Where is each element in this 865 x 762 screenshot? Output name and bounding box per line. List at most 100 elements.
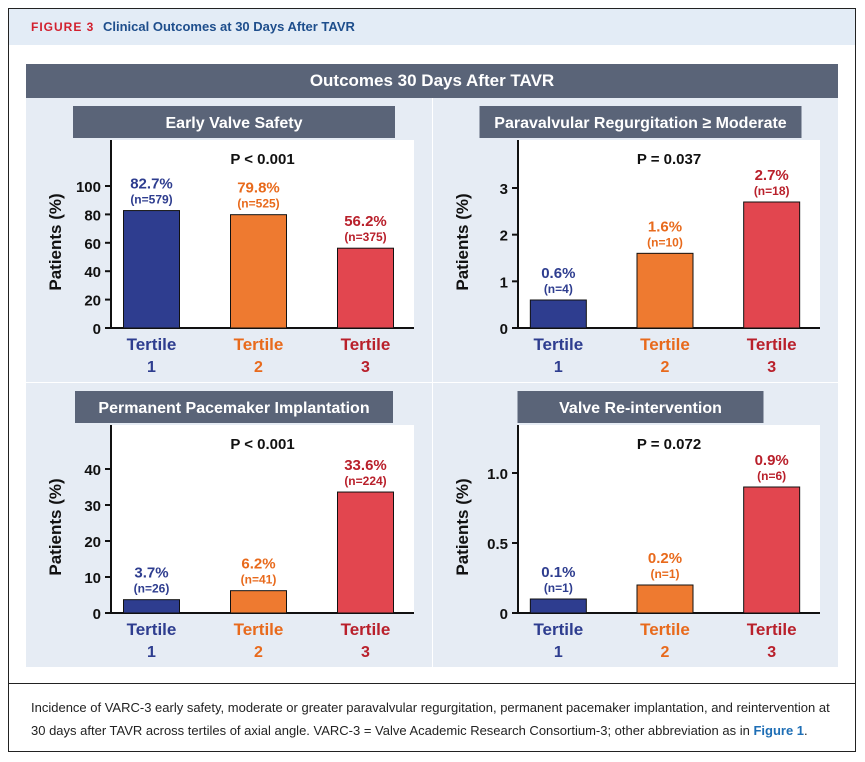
n-label: (n=224) — [344, 474, 386, 488]
n-label: (n=1) — [544, 581, 573, 595]
panel-title-bar — [479, 106, 802, 138]
n-label: (n=41) — [241, 573, 277, 587]
value-label: 3.7% — [134, 565, 168, 582]
y-tick-label: 100 — [76, 179, 101, 196]
panel-title: Permanent Pacemaker Implantation — [98, 400, 369, 417]
bar-tertile-1 — [529, 299, 587, 329]
chart-svg: Paravalvular Regurgitation ≥ Moderate 0 1 2… — [433, 98, 838, 382]
n-label: (n=26) — [134, 582, 170, 596]
p-value: P < 0.001 — [230, 151, 294, 168]
y-tick-label: 0 — [500, 606, 508, 623]
panel-title: Paravalvular Regurgitation ≥ Moderate — [494, 115, 787, 132]
main-title: Outcomes 30 Days After TAVR — [26, 64, 838, 98]
y-tick-label: 3 — [500, 181, 508, 198]
bar-tertile-2 — [636, 584, 694, 614]
y-axis-label: Patients (%) — [453, 478, 472, 575]
caption-figure-link[interactable]: Figure 1 — [753, 723, 805, 738]
y-tick-label: 0 — [93, 606, 101, 623]
value-label: 79.8% — [237, 180, 280, 197]
y-tick-label: 0 — [93, 321, 101, 338]
category-label: Tertile — [640, 620, 690, 639]
bar-tertile-1 — [123, 210, 180, 329]
category-label: Tertile — [127, 335, 177, 354]
value-label: 56.2% — [344, 213, 387, 230]
y-tick-label: 80 — [84, 207, 101, 224]
chart-svg: Permanent Pacemaker Implantation 0 10 20 30 4… — [26, 383, 432, 667]
panel-title: Valve Re-intervention — [559, 400, 722, 417]
panel-title: Early Valve Safety — [166, 115, 303, 132]
p-value: P = 0.072 — [637, 436, 701, 453]
value-label: 6.2% — [241, 556, 275, 573]
n-label: (n=18) — [754, 184, 790, 198]
chart-paravalvular-regurgitation: Paravalvular Regurgitation ≥ Moderate 0 1 2… — [433, 98, 838, 382]
y-tick-label: 10 — [84, 570, 101, 587]
y-tick-label: 20 — [84, 534, 101, 551]
y-axis-label: Patients (%) — [453, 193, 472, 290]
chart-svg: Valve Re-intervention 0 0.5 1.0 Patients (%)… — [433, 383, 838, 667]
figure-caption: Incidence of VARC-3 early safety, modera… — [9, 683, 855, 753]
bar-tertile-2 — [636, 252, 694, 329]
bar-tertile-2 — [230, 590, 287, 614]
figure-label: FIGURE 3 — [31, 20, 95, 34]
chart-early-valve-safety: Early Valve Safety 0 20 40 60 80 100 Patients (… — [26, 98, 432, 382]
category-number: 3 — [361, 644, 370, 661]
category-label: Tertile — [234, 620, 284, 639]
panel-title-bar — [517, 391, 764, 423]
value-label: 0.1% — [541, 564, 575, 581]
n-label: (n=1) — [650, 567, 679, 581]
category-number: 3 — [767, 359, 776, 376]
category-number: 3 — [361, 359, 370, 376]
n-label: (n=375) — [344, 230, 386, 244]
y-axis-label: Patients (%) — [46, 193, 65, 290]
chart-valve-reintervention: Valve Re-intervention 0 0.5 1.0 Patients (%)… — [433, 383, 838, 667]
category-label: Tertile — [127, 620, 177, 639]
y-tick-label: 40 — [84, 462, 101, 479]
bar-tertile-3 — [743, 201, 801, 329]
value-label: 2.7% — [755, 167, 789, 184]
y-tick-label: 60 — [84, 236, 101, 253]
value-label: 0.6% — [541, 265, 575, 282]
figure-header: FIGURE 3 Clinical Outcomes at 30 Days Af… — [9, 9, 855, 45]
category-number: 1 — [147, 359, 156, 376]
category-label: Tertile — [533, 335, 583, 354]
category-number: 1 — [147, 644, 156, 661]
n-label: (n=4) — [544, 282, 573, 296]
category-number: 2 — [661, 359, 670, 376]
bar-tertile-1 — [123, 599, 180, 614]
chart-permanent-pacemaker: Permanent Pacemaker Implantation 0 10 20 30 4… — [26, 383, 432, 667]
category-number: 1 — [554, 359, 563, 376]
category-label: Tertile — [341, 335, 391, 354]
category-label: Tertile — [341, 620, 391, 639]
y-tick-label: 30 — [84, 498, 101, 515]
y-axis-label: Patients (%) — [46, 478, 65, 575]
y-tick-label: 0 — [500, 321, 508, 338]
y-tick-label: 2 — [500, 228, 508, 245]
value-label: 1.6% — [648, 218, 682, 235]
bar-tertile-2 — [230, 214, 287, 329]
n-label: (n=10) — [647, 235, 683, 249]
panel-title-bar — [75, 391, 393, 423]
p-value: P = 0.037 — [637, 151, 701, 168]
category-label: Tertile — [640, 335, 690, 354]
caption-end: . — [804, 723, 808, 738]
y-tick-label: 0.5 — [487, 536, 508, 553]
value-label: 0.2% — [648, 550, 682, 567]
figure-title: Clinical Outcomes at 30 Days After TAVR — [103, 19, 355, 34]
category-label: Tertile — [533, 620, 583, 639]
category-number: 2 — [661, 644, 670, 661]
value-label: 33.6% — [344, 457, 387, 474]
category-label: Tertile — [747, 620, 797, 639]
category-number: 1 — [554, 644, 563, 661]
value-label: 0.9% — [755, 452, 789, 469]
figure-frame: FIGURE 3 Clinical Outcomes at 30 Days Af… — [8, 8, 856, 752]
value-label: 82.7% — [130, 176, 173, 193]
panel-title-bar — [73, 106, 395, 138]
bar-tertile-3 — [743, 486, 801, 614]
bar-tertile-3 — [337, 247, 394, 329]
bar-tertile-3 — [337, 491, 394, 614]
caption-text: Incidence of VARC-3 early safety, modera… — [31, 700, 830, 738]
category-number: 2 — [254, 644, 263, 661]
n-label: (n=525) — [237, 197, 279, 211]
category-number: 2 — [254, 359, 263, 376]
category-number: 3 — [767, 644, 776, 661]
